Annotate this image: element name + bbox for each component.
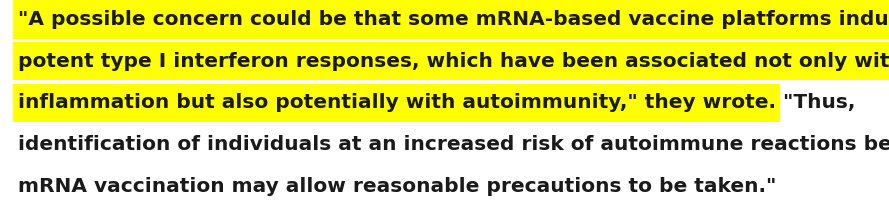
Text: mRNA vaccination may allow reasonable precautions to be taken.": mRNA vaccination may allow reasonable pr… bbox=[18, 177, 776, 196]
Text: "A possible concern could be that some mRNA-based vaccine platforms induce: "A possible concern could be that some m… bbox=[18, 10, 889, 29]
Text: "Thus,: "Thus, bbox=[776, 93, 855, 112]
Text: potent type I interferon responses, which have been associated not only with: potent type I interferon responses, whic… bbox=[18, 52, 889, 71]
Text: inflammation but also potentially with autoimmunity," they wrote.: inflammation but also potentially with a… bbox=[18, 93, 776, 112]
FancyBboxPatch shape bbox=[13, 42, 889, 80]
FancyBboxPatch shape bbox=[13, 84, 781, 122]
FancyBboxPatch shape bbox=[13, 0, 889, 39]
Text: identification of individuals at an increased risk of autoimmune reactions befor: identification of individuals at an incr… bbox=[18, 135, 889, 154]
